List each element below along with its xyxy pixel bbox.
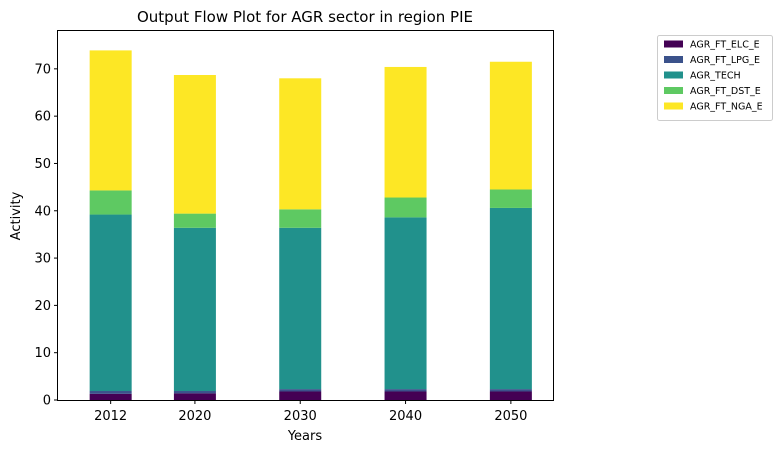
bar-segment-agr-tech-2012: [89, 214, 132, 392]
y-tick-label: 60: [34, 110, 51, 125]
y-tick-label: 30: [34, 252, 51, 267]
legend-frame: [657, 35, 773, 121]
y-tick-label: 20: [34, 299, 51, 314]
bar-segment-agr-ft-nga-e-2012: [89, 50, 132, 191]
bar-segment-agr-ft-nga-e-2040: [384, 66, 427, 198]
x-axis-label: Years: [287, 429, 323, 444]
bar-segment-agr-ft-dst-e-2050: [489, 189, 532, 208]
legend-swatch-agr-ft-elc-e: [664, 40, 683, 48]
bar-segment-agr-tech-2050: [489, 207, 532, 390]
legend-swatch-agr-tech: [664, 71, 683, 79]
legend-swatch-agr-ft-nga-e: [664, 102, 683, 110]
bar-segment-agr-ft-lpg-e-2030: [279, 389, 322, 392]
bar-segment-agr-tech-2020: [173, 227, 216, 392]
legend-label-agr-ft-dst-e: AGR_FT_DST_E: [690, 86, 761, 97]
legend-label-agr-tech: AGR_TECH: [690, 71, 741, 82]
legend-label-agr-ft-elc-e: AGR_FT_ELC_E: [690, 40, 760, 51]
bar-segment-agr-ft-dst-e-2040: [384, 197, 427, 218]
bar-segment-agr-ft-elc-e-2050: [489, 391, 532, 400]
y-tick-label: 10: [34, 346, 51, 361]
bar-segment-agr-ft-nga-e-2030: [279, 78, 322, 210]
legend-swatch-agr-ft-lpg-e: [664, 56, 683, 63]
y-tick-label: 70: [34, 62, 51, 77]
bar-segment-agr-ft-elc-e-2040: [384, 391, 427, 400]
bar-segment-agr-ft-lpg-e-2020: [173, 391, 216, 394]
bar-segment-agr-ft-elc-e-2030: [279, 391, 322, 400]
bars-layer: [89, 50, 532, 400]
legend-label-agr-ft-nga-e: AGR_FT_NGA_E: [690, 102, 763, 113]
bar-segment-agr-ft-dst-e-2030: [279, 209, 322, 228]
y-tick-label: 50: [34, 157, 51, 172]
legend-label-agr-ft-lpg-e: AGR_FT_LPG_E: [690, 55, 760, 66]
bar-segment-agr-tech-2030: [279, 227, 322, 390]
bar-segment-agr-ft-dst-e-2020: [173, 213, 216, 228]
bar-segment-agr-ft-elc-e-2012: [89, 393, 132, 400]
x-tick-label: 2012: [94, 409, 127, 424]
y-tick-label: 40: [34, 204, 51, 219]
bar-segment-agr-ft-dst-e-2012: [89, 190, 132, 215]
y-axis-ticks: 0 10 20 30 40 50 60 70: [34, 62, 58, 409]
plot-frame: [57, 30, 554, 401]
bar-segment-agr-ft-nga-e-2050: [489, 61, 532, 190]
y-axis-label: Activity: [9, 191, 24, 240]
x-tick-label: 2050: [494, 409, 527, 424]
legend-swatch-agr-ft-dst-e: [664, 87, 683, 94]
bar-segment-agr-tech-2040: [384, 217, 427, 390]
x-tick-label: 2030: [284, 409, 317, 424]
bar-segment-agr-ft-lpg-e-2012: [89, 391, 132, 394]
x-tick-label: 2040: [389, 409, 422, 424]
bar-segment-agr-ft-lpg-e-2050: [489, 389, 532, 392]
y-tick-label: 0: [43, 394, 51, 409]
chart-title: Output Flow Plot for AGR sector in regio…: [137, 8, 473, 26]
bar-segment-agr-ft-nga-e-2020: [173, 75, 216, 214]
x-tick-label: 2020: [178, 409, 211, 424]
bar-segment-agr-ft-elc-e-2020: [173, 393, 216, 400]
legend: AGR_FT_ELC_E AGR_FT_LPG_E AGR_TECH AGR_FT_D…: [657, 35, 773, 121]
x-axis-ticks: 2012 2020 2030 2040 2050: [94, 400, 527, 424]
bar-segment-agr-ft-lpg-e-2040: [384, 389, 427, 392]
